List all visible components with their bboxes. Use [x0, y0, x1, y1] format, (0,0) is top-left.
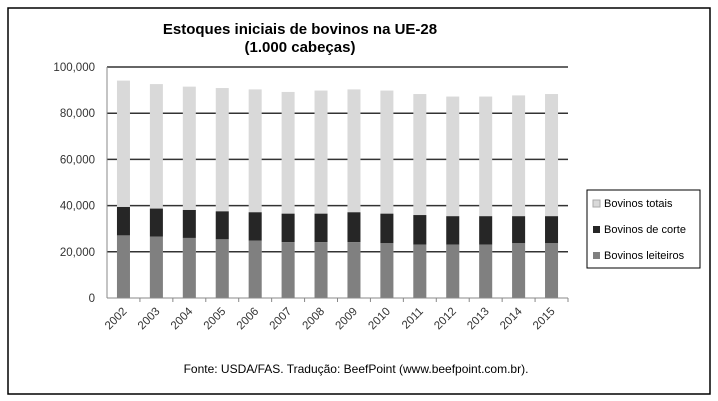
- bar-bovinos-de-corte: [149, 208, 163, 237]
- y-tick-label: 100,000: [53, 62, 95, 74]
- y-tick-label: 0: [89, 293, 95, 305]
- legend-box: [586, 189, 701, 269]
- bar-bovinos-leiteiros: [248, 240, 262, 298]
- bar-bovinos-leiteiros: [347, 242, 361, 298]
- legend-label: Bovinos totais: [604, 198, 673, 210]
- bar-bovinos-de-corte: [215, 211, 229, 240]
- bar-bovinos-de-corte: [446, 216, 460, 245]
- y-tick-label: 80,000: [60, 108, 95, 120]
- y-tick-label: 20,000: [60, 247, 95, 259]
- bar-bovinos-leiteiros: [380, 243, 394, 298]
- y-tick-label: 60,000: [60, 154, 95, 166]
- chart-subtitle: (1.000 cabeças): [245, 39, 356, 56]
- bar-bovinos-de-corte: [545, 216, 559, 244]
- legend-label: Bovinos leiteiros: [604, 250, 685, 262]
- bar-bovinos-de-corte: [380, 213, 394, 244]
- bar-bovinos-leiteiros: [149, 236, 163, 298]
- legend-swatch: [593, 226, 600, 233]
- bar-bovinos-leiteiros: [215, 239, 229, 298]
- bar-bovinos-de-corte: [116, 206, 130, 236]
- bar-bovinos-de-corte: [182, 209, 196, 238]
- bar-bovinos-de-corte: [281, 213, 295, 243]
- bar-bovinos-leiteiros: [413, 244, 427, 298]
- chart-title: Estoques iniciais de bovinos na UE-28: [163, 21, 437, 38]
- bar-bovinos-leiteiros: [479, 244, 493, 298]
- bar-bovinos-leiteiros: [512, 243, 526, 298]
- bar-bovinos-de-corte: [413, 215, 427, 245]
- legend-label: Bovinos de corte: [604, 224, 686, 236]
- bar-bovinos-leiteiros: [182, 237, 196, 298]
- bar-bovinos-leiteiros: [281, 242, 295, 298]
- y-tick-label: 40,000: [60, 201, 95, 213]
- bar-bovinos-de-corte: [314, 213, 328, 243]
- source-note: Fonte: USDA/FAS. Tradução: BeefPoint (ww…: [184, 362, 529, 376]
- bar-bovinos-leiteiros: [314, 242, 328, 298]
- bar-bovinos-de-corte: [347, 212, 361, 243]
- legend-swatch: [593, 252, 600, 259]
- legend-swatch: [592, 199, 601, 208]
- bar-bovinos-de-corte: [248, 212, 262, 241]
- bar-bovinos-leiteiros: [545, 243, 559, 298]
- bar-bovinos-de-corte: [479, 216, 493, 245]
- bar-bovinos-de-corte: [512, 216, 526, 244]
- bar-bovinos-leiteiros: [116, 235, 130, 298]
- bar-bovinos-leiteiros: [446, 244, 460, 298]
